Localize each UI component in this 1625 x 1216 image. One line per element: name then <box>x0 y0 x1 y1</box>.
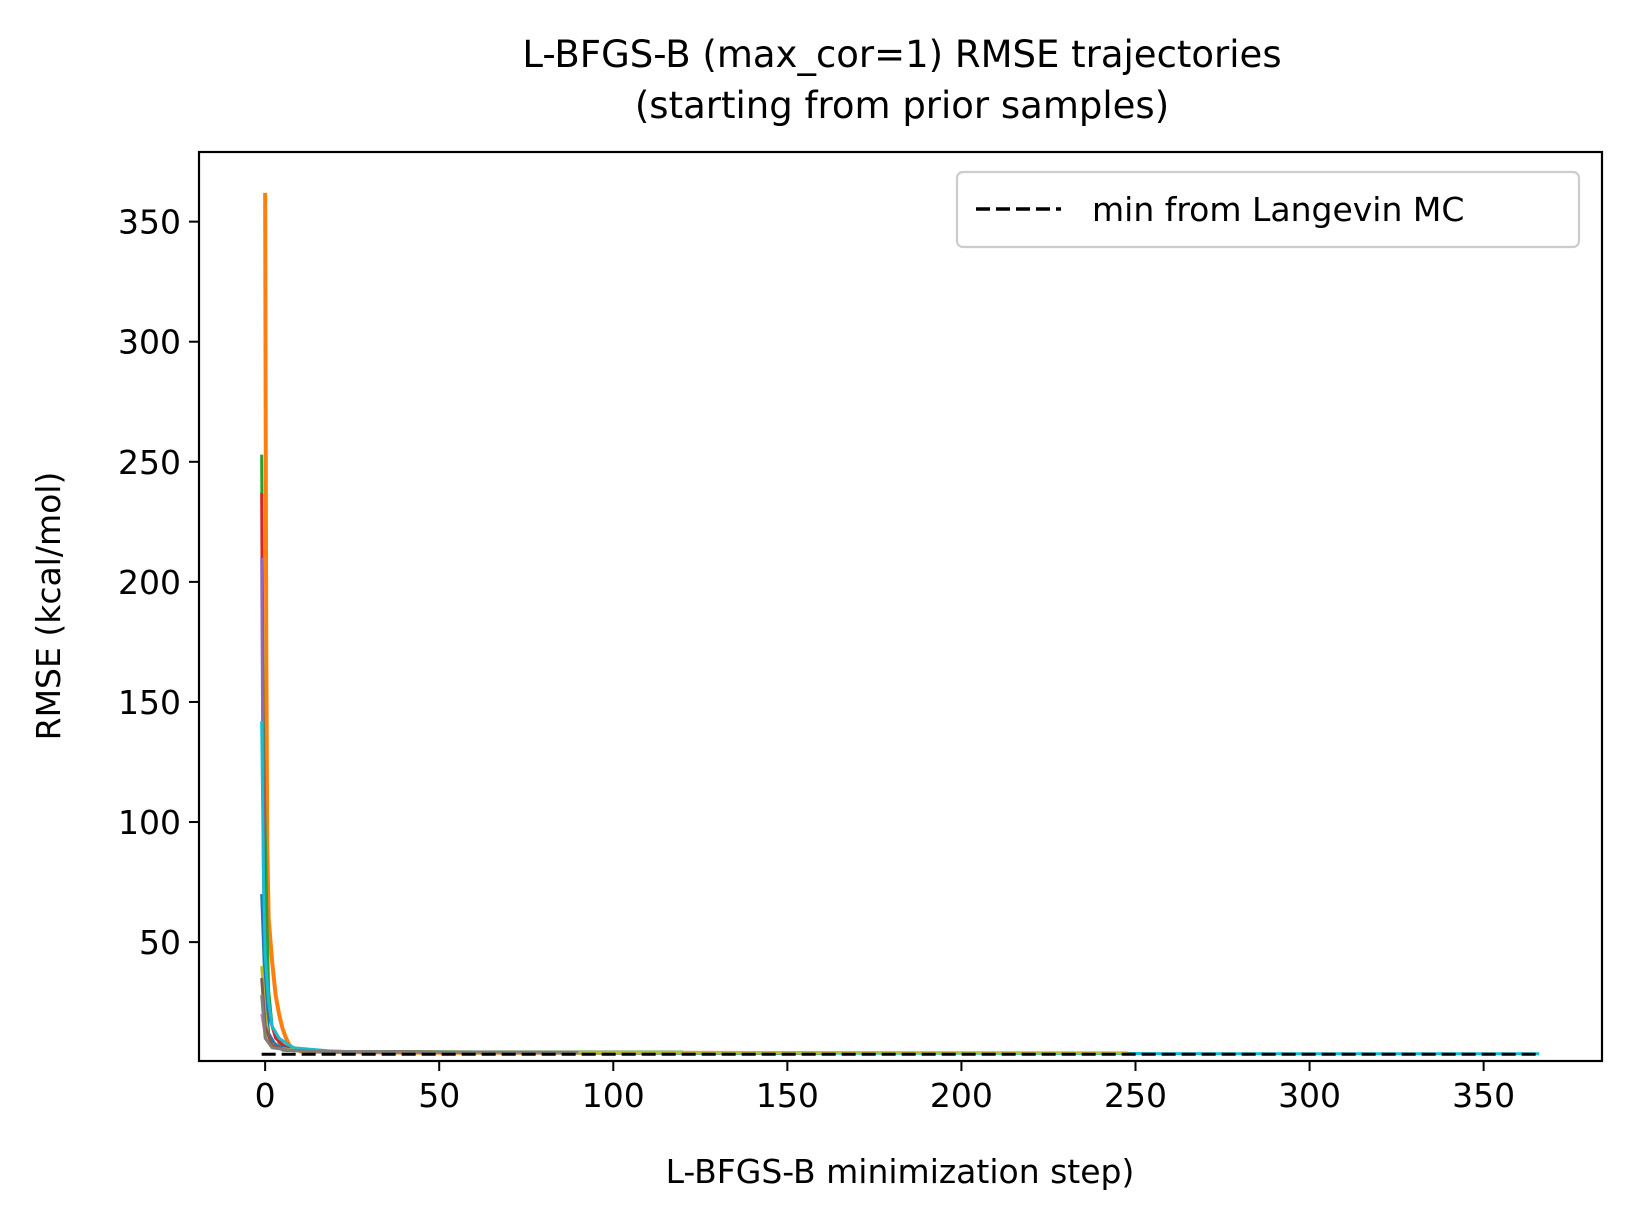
series-line-6 <box>260 721 1540 1056</box>
chart-title-line2: (starting from prior samples) <box>635 84 1169 127</box>
y-tick-label: 50 <box>139 923 181 962</box>
x-tick-label: 150 <box>756 1076 819 1115</box>
y-axis-ticks: 50 100 150 200 250 300 350 <box>118 203 199 962</box>
chart-title-line1: L-BFGS-B (max_cor=1) RMSE trajectories <box>522 33 1281 76</box>
x-tick-label: 0 <box>255 1076 276 1115</box>
series-line-7 <box>260 1013 544 1055</box>
y-tick-label: 100 <box>118 803 181 842</box>
x-tick-label: 50 <box>418 1076 460 1115</box>
x-tick-label: 200 <box>930 1076 993 1115</box>
legend-label-langevin-min: min from Langevin MC <box>1092 190 1464 229</box>
x-tick-label: 100 <box>582 1076 645 1115</box>
series-line-3 <box>260 493 475 1054</box>
y-tick-label: 300 <box>118 323 181 362</box>
x-axis-ticks: 0 50 100 150 200 250 300 350 <box>255 1061 1515 1115</box>
y-tick-label: 350 <box>118 203 181 242</box>
series-line-2 <box>260 454 683 1054</box>
series-line-5 <box>260 894 812 1055</box>
y-tick-label: 150 <box>118 683 181 722</box>
y-axis-label: RMSE (kcal/mol) <box>29 472 68 741</box>
y-tick-label: 200 <box>118 563 181 602</box>
y-tick-label: 250 <box>118 443 181 482</box>
x-axis-label: L-BFGS-B minimization step) <box>666 1152 1135 1191</box>
x-tick-label: 350 <box>1452 1076 1515 1115</box>
series-line-10 <box>260 994 579 1054</box>
series-line-8 <box>260 966 1129 1055</box>
plot-frame <box>197 150 1604 1063</box>
series-layer <box>260 192 1540 1056</box>
legend: min from Langevin MC <box>955 170 1581 249</box>
legend-box <box>955 170 1581 249</box>
series-line-9 <box>260 978 475 1054</box>
x-tick-label: 250 <box>1104 1076 1167 1115</box>
series-line-1 <box>263 192 823 1056</box>
series-line-4 <box>260 557 812 1055</box>
x-tick-label: 300 <box>1278 1076 1341 1115</box>
